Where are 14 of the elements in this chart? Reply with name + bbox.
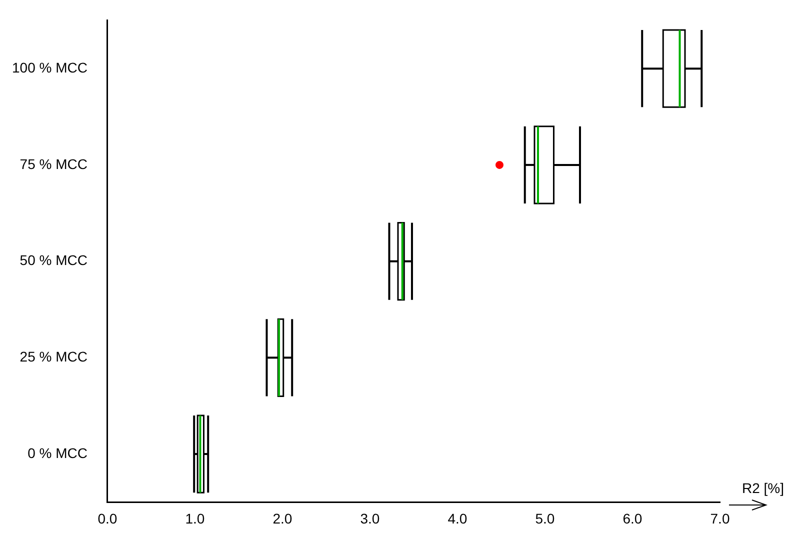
y-tick-label: 0 % MCC bbox=[28, 444, 88, 461]
x-tick-label: 3.0 bbox=[360, 510, 380, 526]
y-tick-label: 25 % MCC bbox=[20, 348, 88, 365]
x-tick-label: 2.0 bbox=[272, 510, 292, 526]
x-tick-label: 4.0 bbox=[448, 510, 468, 526]
x-tick-label: 0.0 bbox=[98, 510, 118, 526]
x-tick-label: 7.0 bbox=[710, 510, 730, 526]
y-tick-label: 75 % MCC bbox=[20, 156, 88, 172]
x-axis-title: R2 [%] bbox=[742, 480, 784, 496]
y-tick-label: 100 % MCC bbox=[12, 59, 88, 76]
x-tick-label: 6.0 bbox=[622, 510, 642, 526]
y-tick-label: 50 % MCC bbox=[20, 252, 88, 268]
x-tick-label: 5.0 bbox=[535, 510, 555, 526]
x-tick-label: 1.0 bbox=[185, 510, 205, 526]
